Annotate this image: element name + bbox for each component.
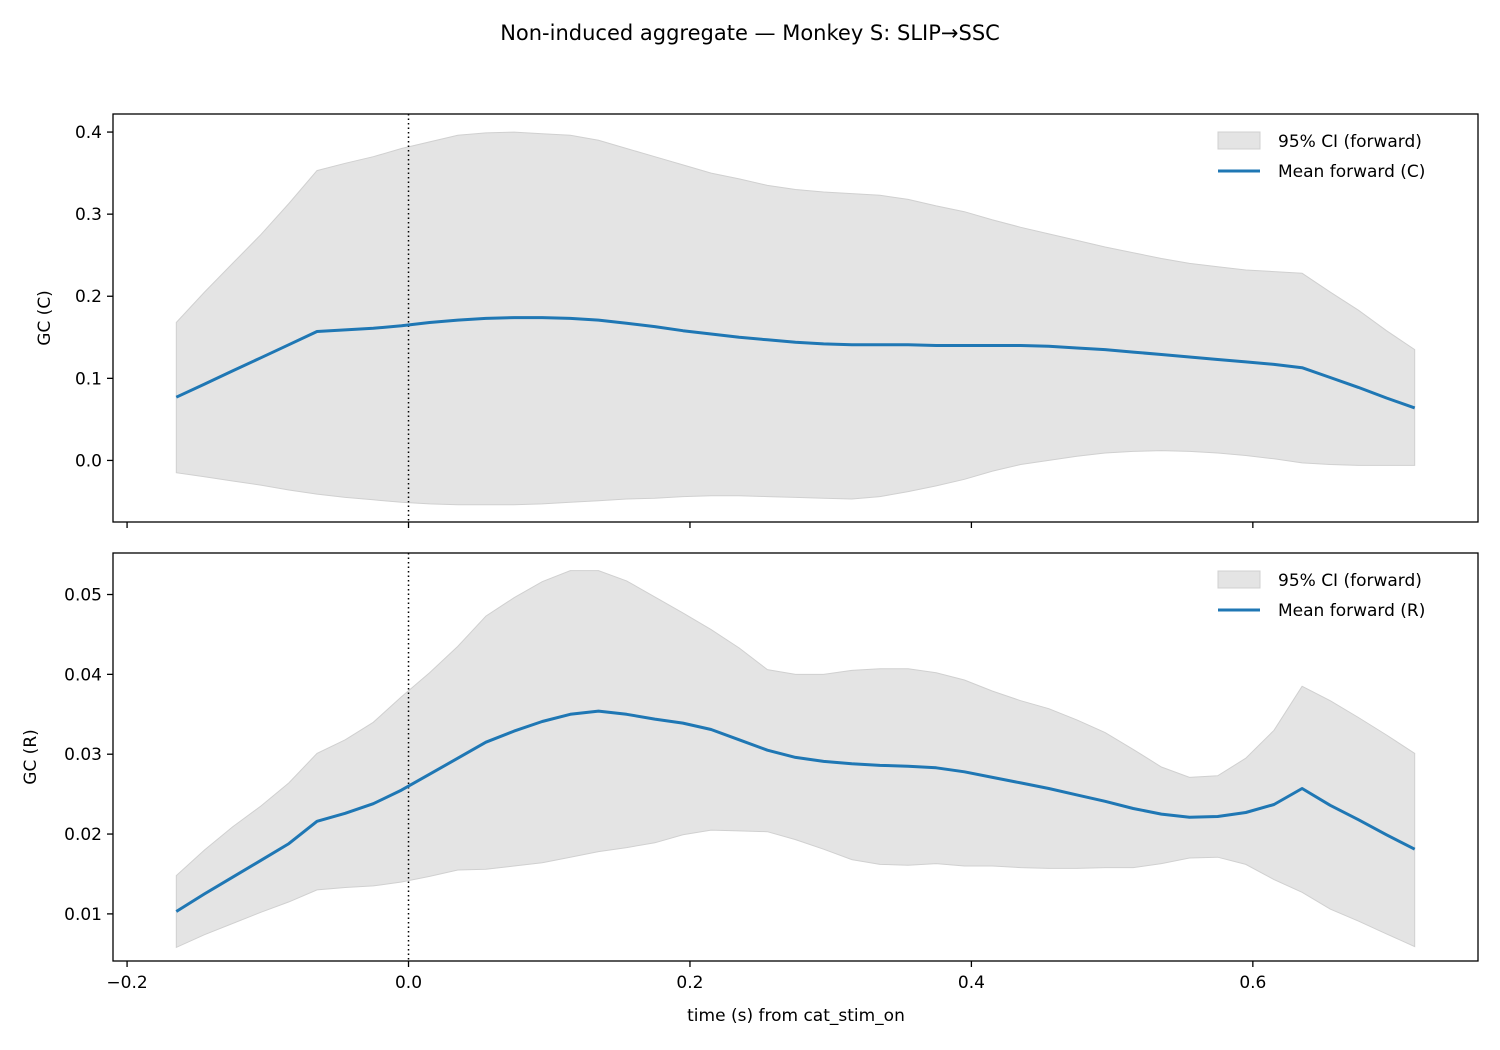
y-tick-label: 0.2 [75, 287, 102, 307]
y-tick-label: 0.05 [64, 586, 102, 606]
y-tick-label: 0.3 [75, 205, 102, 225]
legend-label-ci: 95% CI (forward) [1278, 132, 1422, 152]
legend-swatch-ci [1217, 570, 1261, 589]
legend-label-ci: 95% CI (forward) [1278, 571, 1422, 591]
y-tick-label: 0.4 [75, 123, 102, 143]
x-tick-label: 0.4 [958, 973, 985, 993]
x-tick-label: 0.2 [676, 973, 703, 993]
x-tick-label: 0.0 [395, 973, 422, 993]
ci-band [175, 131, 1416, 506]
mean-line [175, 709, 1416, 913]
panel-bottom: 0.01 0.02 0.03 0.04 0.05 −0.2 0.0 0.2 0.4 0.6 GC… [21, 552, 1479, 993]
legend-label-mean: Mean forward (C) [1278, 162, 1425, 182]
y-axis-label-bottom: GC (R) [21, 729, 41, 785]
mean-line [175, 316, 1416, 410]
x-axis-label: time (s) from cat_stim_on [687, 1006, 905, 1026]
y-tick-label: 0.01 [64, 905, 102, 925]
axes-frame-top [112, 113, 1479, 523]
legend-bottom: 95% CI (forward) Mean forward (R) [1217, 570, 1425, 621]
y-tick-label: 0.0 [75, 451, 102, 471]
legend-swatch-ci [1217, 131, 1261, 150]
chart-title: Non-induced aggregate — Monkey S: SLIP→S… [500, 21, 1000, 45]
y-tick-label: 0.03 [64, 745, 102, 765]
legend-label-mean: Mean forward (R) [1278, 601, 1425, 621]
y-tick-label: 0.04 [64, 665, 102, 685]
legend-top: 95% CI (forward) Mean forward (C) [1217, 131, 1425, 182]
x-tick-label: 0.6 [1239, 973, 1266, 993]
y-tick-label: 0.02 [64, 825, 102, 845]
y-tick-label: 0.1 [75, 369, 102, 389]
y-axis-label-top: GC (C) [35, 290, 55, 346]
ci-band [175, 570, 1416, 949]
x-tick-label: −0.2 [106, 973, 147, 993]
axes-frame-bottom [112, 552, 1479, 962]
panel-top: 0.0 0.1 0.2 0.3 0.4 GC (C) 95% CI (forward) M… [35, 113, 1479, 528]
